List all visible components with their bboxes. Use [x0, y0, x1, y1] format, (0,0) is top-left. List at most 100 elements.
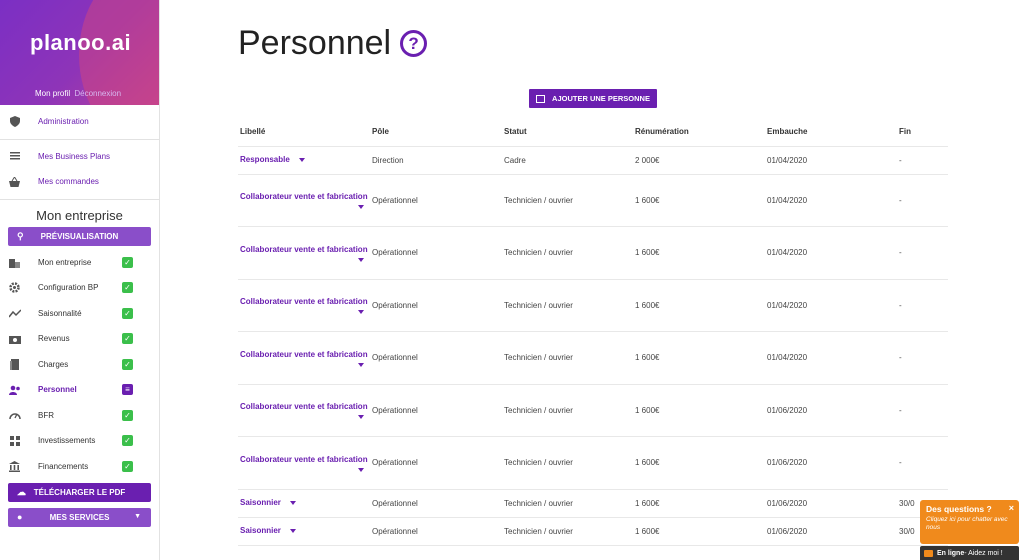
page-title-text: Personnel — [238, 24, 392, 62]
remu-cell: 1 600€ — [633, 331, 765, 385]
sidebar-item-mon-entreprise[interactable]: Mon entreprise ✓ — [0, 250, 159, 276]
sidebar-item-revenus[interactable]: Revenus ✓ — [0, 326, 159, 352]
caret-down-icon[interactable] — [358, 257, 364, 262]
preview-button-label: PRÉVISUALISATION — [40, 231, 119, 241]
column-header[interactable]: Rénumération — [633, 118, 765, 147]
sidebar-item-label: Charges — [38, 359, 69, 369]
pole-cell: Opérationnel — [370, 331, 502, 385]
caret-down-icon[interactable] — [289, 528, 296, 533]
libelle-cell[interactable]: Collaborateur vente et fabrication — [238, 279, 370, 332]
cloud-download-icon: ☁ — [17, 487, 26, 497]
trend-icon — [8, 307, 21, 320]
sidebar-item-bfr[interactable]: BFR ✓ — [0, 403, 159, 429]
add-person-button[interactable]: AJOUTER UNE PERSONNE — [529, 89, 657, 108]
libelle-cell[interactable]: Collaborateur vente et fabrication — [238, 226, 370, 280]
help-icon[interactable]: ? — [400, 30, 428, 57]
libelle-cell[interactable]: Saisonnier — [238, 517, 370, 546]
libelle-select[interactable]: Collaborateur vente et fabrication — [240, 244, 368, 254]
column-header[interactable]: Fin — [897, 118, 948, 147]
statut-cell: Technicien / ouvrier — [502, 384, 633, 437]
search-icon: ⚲ — [17, 230, 24, 241]
sidebar-item-financements[interactable]: Financements ✓ — [0, 454, 159, 480]
libelle-cell[interactable]: Responsable — [238, 146, 370, 175]
libelle-select[interactable]: Collaborateur vente et fabrication — [240, 192, 368, 202]
libelle-select[interactable]: Saisonnier — [240, 498, 281, 507]
pole-cell: Opérationnel — [370, 279, 502, 332]
libelle-select[interactable]: Collaborateur vente et fabrication — [240, 349, 368, 359]
logo[interactable]: planoo.ai — [30, 30, 132, 55]
sidebar-item-label: Administration — [38, 117, 89, 127]
sidebar-item-label: Mon entreprise — [38, 257, 92, 267]
libelle-select[interactable]: Collaborateur vente et fabrication — [240, 402, 368, 412]
caret-down-icon[interactable] — [358, 467, 364, 472]
column-header[interactable]: Statut — [502, 118, 633, 147]
caret-down-icon[interactable] — [298, 157, 305, 162]
check-icon: ✓ — [122, 460, 133, 472]
sidebar-item-orders[interactable]: Mes commandes — [0, 169, 159, 195]
my-profile-link[interactable]: Mon profil — [35, 89, 71, 98]
fin-cell: - — [897, 146, 948, 175]
caret-down-icon[interactable] — [358, 205, 364, 210]
caret-down-icon[interactable] — [358, 362, 364, 367]
sidebar-item-personnel[interactable]: Personnel ≡ — [0, 377, 159, 403]
fin-cell: - — [897, 174, 948, 227]
fin-cell: - — [897, 331, 948, 385]
add-person-label: AJOUTER UNE PERSONNE — [552, 94, 650, 103]
check-icon: ✓ — [122, 435, 133, 446]
chat-status-suffix: - Aidez moi ! — [964, 549, 1003, 557]
libelle-cell[interactable]: Saisonnier — [238, 489, 370, 518]
libelle-select[interactable]: Saisonnier — [240, 526, 281, 535]
table-row: Collaborateur vente et fabrication Opérat… — [238, 384, 948, 437]
chat-bubble-icon — [924, 549, 933, 557]
libelle-cell[interactable]: Collaborateur vente et fabrication — [238, 174, 370, 227]
libelle-select[interactable]: Collaborateur vente et fabrication — [240, 454, 368, 464]
services-button[interactable]: ● MES SERVICES ▼ — [8, 508, 151, 527]
preview-button[interactable]: ⚲ PRÉVISUALISATION — [8, 226, 151, 246]
gear-icon — [8, 281, 21, 294]
sidebar-item-configuration-bp[interactable]: Configuration BP ✓ — [0, 275, 159, 301]
libelle-select[interactable]: Responsable — [240, 155, 290, 164]
chat-title: Des questions ? — [926, 504, 992, 514]
table-header-row: Libellé Pôle Statut Rénumération Embauch… — [238, 118, 948, 147]
basket-icon — [8, 175, 21, 188]
column-header[interactable]: Embauche — [765, 118, 897, 147]
check-icon: ✓ — [122, 256, 133, 268]
sidebar-item-label: BFR — [38, 410, 54, 420]
check-icon: ✓ — [122, 307, 133, 319]
caret-down-icon[interactable] — [358, 415, 364, 420]
libelle-select[interactable]: Collaborateur vente et fabrication — [240, 297, 368, 307]
embauche-cell: 01/06/2020 — [765, 436, 897, 490]
statut-cell: Technicien / ouvrier — [502, 489, 633, 518]
sidebar-item-label: Revenus — [38, 334, 70, 344]
caret-down-icon[interactable] — [358, 310, 364, 315]
chat-subtitle: Cliquez ici pour chatter avec nous — [926, 516, 1008, 531]
table-row: Saisonnier Opérationnel Technicien / ouvri… — [238, 517, 948, 546]
column-header[interactable]: Pôle — [370, 118, 502, 147]
page-title: Personnel ? — [238, 24, 428, 63]
personnel-table: Libellé Pôle Statut Rénumération Embauch… — [238, 118, 948, 546]
close-icon[interactable]: × — [1008, 503, 1014, 513]
caret-down-icon[interactable] — [289, 500, 296, 505]
sidebar-item-label: Personnel — [38, 385, 77, 395]
sidebar-item-investissements[interactable]: Investissements ✓ — [0, 428, 159, 454]
download-pdf-button[interactable]: ☁ TÉLÉCHARGER LE PDF — [8, 483, 151, 502]
grid-icon — [8, 434, 21, 447]
chat-widget[interactable]: Des questions ? Cliquez ici pour chatter… — [920, 500, 1019, 544]
embauche-cell: 01/04/2020 — [765, 174, 897, 227]
sidebar-item-saisonnalit-[interactable]: Saisonnalité ✓ — [0, 301, 159, 327]
chat-status: En ligne — [937, 549, 965, 557]
sidebar-item-business-plans[interactable]: Mes Business Plans — [0, 144, 159, 170]
sidebar-item-label: Investissements — [38, 436, 96, 446]
libelle-cell[interactable]: Collaborateur vente et fabrication — [238, 436, 370, 490]
libelle-cell[interactable]: Collaborateur vente et fabrication — [238, 384, 370, 437]
libelle-cell[interactable]: Collaborateur vente et fabrication — [238, 331, 370, 385]
fin-cell: - — [897, 279, 948, 332]
chat-status-bar[interactable]: En ligne - Aidez moi ! — [920, 546, 1019, 560]
sidebar-item-charges[interactable]: Charges ✓ — [0, 352, 159, 378]
check-icon: ✓ — [122, 282, 133, 293]
column-header[interactable]: Libellé — [238, 118, 370, 147]
pole-cell: Opérationnel — [370, 174, 502, 227]
sidebar-item-admin[interactable]: Administration — [0, 109, 159, 135]
logout-link[interactable]: Déconnexion — [74, 89, 122, 98]
check-icon: ✓ — [122, 409, 133, 421]
